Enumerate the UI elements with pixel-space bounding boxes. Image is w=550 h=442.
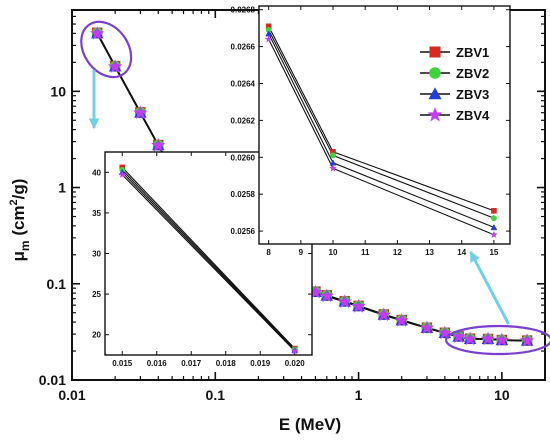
inset-data-point-ZBV3 — [265, 30, 273, 37]
inset-data-point-ZBV4 — [264, 35, 273, 43]
data-point-ZBV4 — [151, 137, 166, 152]
inset-x-tick-label: 15 — [489, 248, 498, 257]
inset-data-point-ZBV4 — [118, 170, 127, 179]
inset-y-tick-label: 0.0266 — [231, 43, 256, 52]
inset-y-tick-label: 0.0256 — [231, 227, 256, 236]
data-point-ZBV4 — [107, 59, 123, 73]
data-point-ZBV4 — [394, 313, 409, 327]
y-axis-unit-superscript: 2 — [8, 199, 20, 205]
x-tick-label: 1 — [355, 387, 363, 403]
inset-y-tick-label: 20 — [92, 331, 101, 340]
data-point-ZBV4 — [376, 307, 391, 322]
x-tick-label: 0.1 — [206, 387, 226, 403]
x-axis-title: E (MeV) — [279, 415, 341, 434]
inset-y-tick-label: 30 — [92, 250, 101, 259]
inset-series-line-ZBV4 — [121, 174, 296, 352]
inset-x-tick-label: 0.019 — [250, 359, 271, 368]
inset-y-tick-label: 0.0260 — [231, 153, 256, 162]
y-tick-label: 1 — [58, 180, 66, 196]
legend-marker-ZBV3 — [428, 87, 442, 100]
inset-x-tick-label: 8 — [266, 248, 271, 257]
inset-x-tick-label: 9 — [299, 248, 304, 257]
x-tick-label: 0.01 — [58, 387, 85, 403]
inset-x-tick-label: 14 — [457, 248, 466, 257]
data-point-ZBV4 — [494, 332, 510, 347]
ellipse-low-energy — [80, 20, 133, 79]
inset-x-tick-label: 12 — [393, 248, 402, 257]
legend-label-ZBV3: ZBV3 — [456, 87, 489, 102]
inset-y-tick-label: 0.0262 — [231, 116, 256, 125]
y-tick-label: 10 — [50, 83, 66, 99]
data-point-ZBV4 — [308, 284, 323, 299]
inset-data-point-ZBV2 — [490, 215, 497, 222]
inset-series-line-ZBV1 — [121, 167, 296, 349]
legend-marker-ZBV2 — [429, 67, 441, 79]
inset-y-tick-label: 35 — [92, 209, 101, 218]
inset-data-point-ZBV4 — [290, 346, 299, 355]
data-point-ZBV4 — [337, 294, 352, 309]
inset-y-tick-label: 25 — [92, 290, 101, 299]
legend-label-ZBV4: ZBV4 — [456, 108, 490, 123]
y-axis-unit-rest: /g) — [9, 179, 28, 200]
inset-x-tick-label: 0.018 — [216, 359, 237, 368]
inset-data-point-ZBV1 — [330, 148, 336, 155]
inset-data-point-ZBV3 — [329, 159, 337, 166]
data-point-ZBV4 — [462, 331, 478, 346]
inset-high-energy: 8 9 10 11 12 13 14 15 0.0256 0.0258 0.0260 0.0262 0.… — [231, 5, 511, 257]
inset-frame — [258, 5, 511, 245]
legend: ZBV1 ZBV2 ZBV3 ZBV4 — [420, 45, 490, 123]
data-point-ZBV4 — [419, 320, 435, 335]
inset-x-tick-label: 11 — [361, 248, 370, 257]
legend-label-ZBV2: ZBV2 — [456, 66, 489, 81]
data-point-ZBV4 — [351, 298, 366, 313]
annotations — [80, 20, 550, 356]
inset-data-point-ZBV4 — [490, 230, 498, 239]
y-tick-label: 0.1 — [47, 276, 67, 292]
data-point-ZBV4 — [133, 105, 148, 120]
data-point-ZBV4 — [437, 325, 453, 340]
inset-data-point-ZBV1 — [265, 23, 272, 30]
inset-series-line-ZBV2 — [121, 169, 296, 350]
inset-x-tick-label: 10 — [329, 248, 338, 257]
data-point-ZBV4 — [319, 288, 334, 303]
y-axis-symbol: μ — [9, 251, 28, 261]
data-point-ZBV4 — [451, 329, 466, 343]
inset-y-tick-label: 0.0264 — [231, 79, 256, 88]
y-axis-title: μm (cm2/g) — [8, 179, 32, 262]
inset-y-tick-label: 40 — [92, 168, 101, 177]
inset-series-line-ZBV3 — [121, 171, 296, 351]
y-axis-subscript: m — [18, 240, 32, 251]
y-tick-label: 0.01 — [39, 372, 66, 388]
inset-y-tick-label: 0.0258 — [231, 190, 256, 199]
inset-data-point-ZBV2 — [330, 152, 336, 159]
inset-data-point-ZBV1 — [491, 207, 497, 214]
x-tick-label: 10 — [494, 387, 510, 403]
y-axis-unit: (cm — [9, 205, 28, 240]
inset-x-tick-label: 0.020 — [285, 359, 306, 368]
inset-data-point-ZBV2 — [265, 27, 272, 33]
data-point-ZBV4 — [480, 331, 496, 346]
inset-data-point-ZBV3 — [490, 224, 498, 231]
inset-x-tick-label: 13 — [425, 248, 434, 257]
legend-label-ZBV1: ZBV1 — [456, 45, 489, 60]
ellipse-high-energy — [444, 324, 550, 356]
data-point-ZBV4 — [519, 333, 535, 347]
inset-x-tick-label: 0.015 — [112, 359, 133, 368]
legend-marker-ZBV1 — [429, 46, 441, 58]
inset-x-tick-label: 0.017 — [181, 359, 202, 368]
legend-marker-ZBV4 — [427, 107, 443, 122]
inset-x-tick-label: 0.016 — [147, 359, 168, 368]
arrow-to-high-energy-inset — [469, 251, 510, 325]
inset-y-tick-label: 0.0268 — [231, 6, 256, 15]
inset-data-point-ZBV4 — [329, 164, 337, 172]
data-point-ZBV4 — [90, 26, 105, 40]
